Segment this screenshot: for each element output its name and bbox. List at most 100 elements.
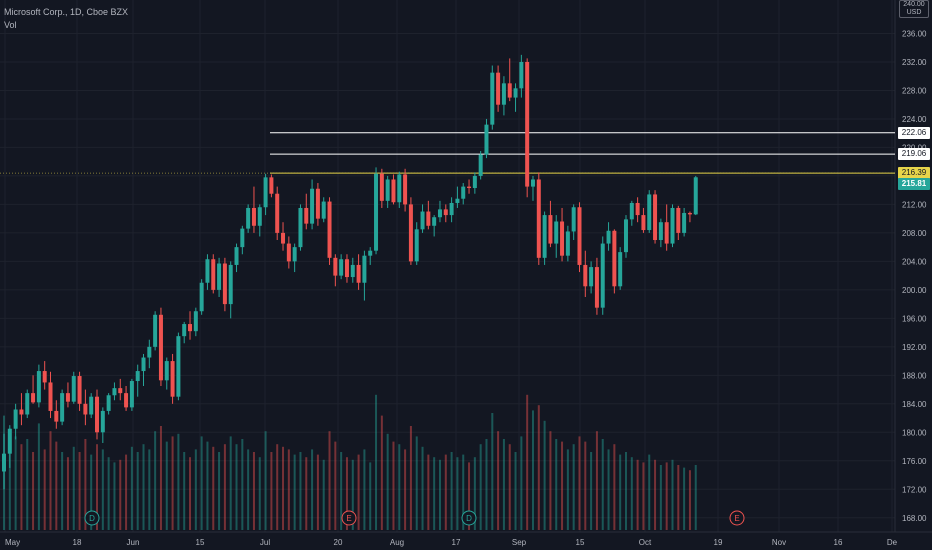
candle-body <box>368 250 373 256</box>
candle-body <box>7 428 12 454</box>
candle-body <box>176 336 181 397</box>
candle-body <box>362 255 367 283</box>
candle-body <box>25 393 30 415</box>
candle-body <box>397 174 402 203</box>
candlesticks <box>2 54 698 490</box>
volume-bar <box>502 439 505 530</box>
candle-body <box>188 324 193 332</box>
candle-body <box>472 175 477 189</box>
volume-bar <box>218 452 221 530</box>
volume-bar <box>392 441 395 530</box>
candle-body <box>519 61 524 89</box>
time-tick-label: 17 <box>452 538 461 547</box>
candle-body <box>193 311 198 332</box>
candle-body <box>170 361 175 397</box>
volume-bar <box>334 441 337 530</box>
grid <box>0 0 932 533</box>
candle-body <box>112 388 117 396</box>
volume-bar <box>61 452 64 530</box>
volume-bar <box>130 446 133 530</box>
candle-body <box>542 215 547 258</box>
candle-body <box>350 264 355 278</box>
candle-body <box>304 207 309 224</box>
price-tick-label: 184.00 <box>902 400 927 409</box>
candle-body <box>147 346 152 358</box>
volume-bar <box>433 457 436 530</box>
volume-bar <box>322 459 325 530</box>
candle-body <box>374 173 379 251</box>
candle-body <box>536 179 541 258</box>
candle-body <box>228 264 233 305</box>
price-tick-label: 212.00 <box>902 200 927 209</box>
price-tick-label: 192.00 <box>902 343 927 352</box>
candle-body <box>286 243 291 262</box>
volume-bar <box>276 444 279 530</box>
volume-bar <box>456 457 459 530</box>
candle-body <box>222 263 227 305</box>
candle-body <box>246 207 251 229</box>
volume-bar <box>282 446 285 530</box>
volume-bar <box>235 444 238 530</box>
candle-body <box>100 410 105 433</box>
volume-bar <box>311 449 314 530</box>
candle-body <box>571 207 576 232</box>
volume-bar <box>566 449 569 530</box>
candle-body <box>414 229 419 262</box>
event-marker-label: E <box>734 514 739 523</box>
volume-bar <box>287 449 290 530</box>
time-tick-label: 20 <box>334 538 343 547</box>
volume-bar <box>148 449 151 530</box>
event-marker-label: D <box>466 514 472 523</box>
volume-bar <box>444 454 447 530</box>
candle-body <box>548 215 553 244</box>
level-price-tag-222: 222.06 <box>898 126 930 139</box>
volume-bar <box>369 462 372 530</box>
time-tick-label: 16 <box>834 538 843 547</box>
volume-bar <box>659 465 662 530</box>
volume-bar <box>677 465 680 530</box>
currency-selector[interactable]: 240.00 USD <box>899 0 929 18</box>
candle-body <box>403 174 408 205</box>
volume-bar <box>409 426 412 530</box>
time-tick-label: De <box>887 538 898 547</box>
candle-body <box>623 219 628 253</box>
candle-body <box>344 259 349 278</box>
candle-body <box>48 382 53 411</box>
volume-bar <box>223 444 226 530</box>
candle-body <box>379 173 384 201</box>
volume-bar <box>293 454 296 530</box>
candle-body <box>321 201 326 219</box>
volume-bar <box>14 436 17 530</box>
candle-body <box>263 177 268 208</box>
volume-bar <box>229 436 232 530</box>
volume-bar <box>648 454 651 530</box>
candle-body <box>589 267 594 287</box>
volume-bar <box>252 452 255 530</box>
volume-bar <box>404 449 407 530</box>
volume-bar <box>595 431 598 530</box>
candle-body <box>13 409 18 429</box>
volume-bar <box>194 449 197 530</box>
candle-body <box>612 230 617 287</box>
event-marker-label: E <box>346 514 351 523</box>
volume-bar <box>340 452 343 530</box>
volume-bar <box>479 444 482 530</box>
candle-body <box>65 393 70 402</box>
volume-bars <box>3 394 697 530</box>
price-tick-label: 224.00 <box>902 115 927 124</box>
volume-bar <box>125 454 128 530</box>
volume-bar <box>84 439 87 530</box>
volume-bar <box>654 459 657 530</box>
candle-body <box>629 202 634 220</box>
event-marker-circle <box>341 510 357 526</box>
volume-bar <box>8 428 11 530</box>
time-tick-label: Aug <box>390 538 404 547</box>
candle-body <box>339 259 344 276</box>
candle-body <box>31 393 36 403</box>
last-price-tag: 215.81 <box>898 178 930 191</box>
candle-body <box>164 361 169 381</box>
price-tick-label: 208.00 <box>902 229 927 238</box>
candle-body <box>496 72 501 105</box>
